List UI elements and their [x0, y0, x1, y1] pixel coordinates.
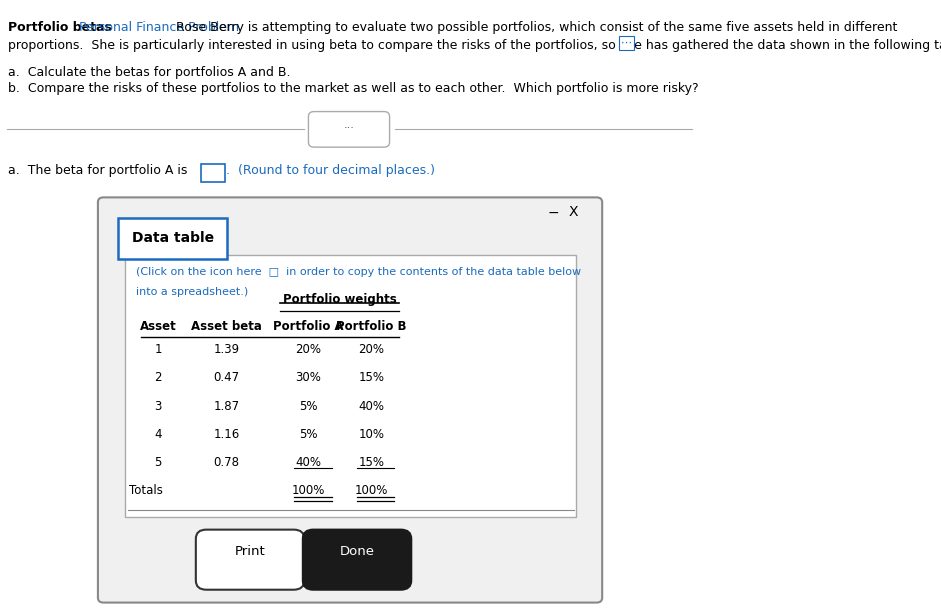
Text: 5: 5 [154, 456, 162, 469]
Text: X: X [568, 205, 578, 219]
Text: 0.78: 0.78 [214, 456, 240, 469]
Text: Rose Berry is attempting to evaluate two possible portfolios, which consist of t: Rose Berry is attempting to evaluate two… [176, 21, 898, 34]
Text: 5%: 5% [299, 428, 318, 441]
Text: 30%: 30% [295, 371, 322, 384]
Text: 15%: 15% [359, 456, 384, 469]
Text: 5%: 5% [299, 400, 318, 413]
FancyBboxPatch shape [119, 218, 228, 259]
Text: 20%: 20% [359, 343, 384, 356]
Text: Asset beta: Asset beta [191, 320, 262, 333]
Text: ⋯: ⋯ [621, 38, 632, 48]
Text: 15%: 15% [359, 371, 384, 384]
Text: 1.39: 1.39 [214, 343, 240, 356]
FancyBboxPatch shape [309, 112, 390, 147]
Text: b.  Compare the risks of these portfolios to the market as well as to each other: b. Compare the risks of these portfolios… [8, 82, 699, 95]
FancyBboxPatch shape [125, 255, 576, 517]
FancyBboxPatch shape [98, 197, 602, 603]
Text: 1.16: 1.16 [214, 428, 240, 441]
FancyBboxPatch shape [303, 530, 411, 590]
Text: 4: 4 [154, 428, 162, 441]
Text: a.  The beta for portfolio A is: a. The beta for portfolio A is [8, 164, 188, 177]
Text: 40%: 40% [359, 400, 384, 413]
Text: 40%: 40% [295, 456, 322, 469]
Text: 2: 2 [154, 371, 162, 384]
Text: 3: 3 [154, 400, 162, 413]
Text: 100%: 100% [292, 484, 326, 497]
Text: Data table: Data table [132, 232, 214, 245]
Text: Portfolio weights: Portfolio weights [283, 292, 397, 306]
Text: .  (Round to four decimal places.): . (Round to four decimal places.) [226, 164, 435, 177]
Text: Portfolio B: Portfolio B [336, 320, 407, 333]
Text: 10%: 10% [359, 428, 384, 441]
Text: Done: Done [340, 545, 375, 558]
Text: Portfolio A: Portfolio A [273, 320, 343, 333]
Text: 20%: 20% [295, 343, 322, 356]
FancyBboxPatch shape [200, 164, 225, 182]
Text: Personal Finance Problem: Personal Finance Problem [79, 21, 239, 34]
Text: into a spreadsheet.): into a spreadsheet.) [136, 287, 248, 297]
Text: proportions.  She is particularly interested in using beta to compare the risks : proportions. She is particularly interes… [8, 39, 941, 51]
Text: (Click on the icon here  □  in order to copy the contents of the data table belo: (Click on the icon here □ in order to co… [136, 267, 582, 276]
Text: ···: ··· [343, 123, 355, 133]
Text: 1: 1 [154, 343, 162, 356]
Text: 1.87: 1.87 [214, 400, 240, 413]
Text: Asset: Asset [139, 320, 177, 333]
Text: −: − [548, 205, 559, 219]
Text: Print: Print [234, 545, 265, 558]
Text: 0.47: 0.47 [214, 371, 240, 384]
Text: Portfolio betas: Portfolio betas [8, 21, 112, 34]
FancyBboxPatch shape [196, 530, 304, 590]
Text: a.  Calculate the betas for portfolios A and B.: a. Calculate the betas for portfolios A … [8, 66, 291, 78]
Text: 100%: 100% [355, 484, 388, 497]
Text: Totals: Totals [129, 484, 163, 497]
